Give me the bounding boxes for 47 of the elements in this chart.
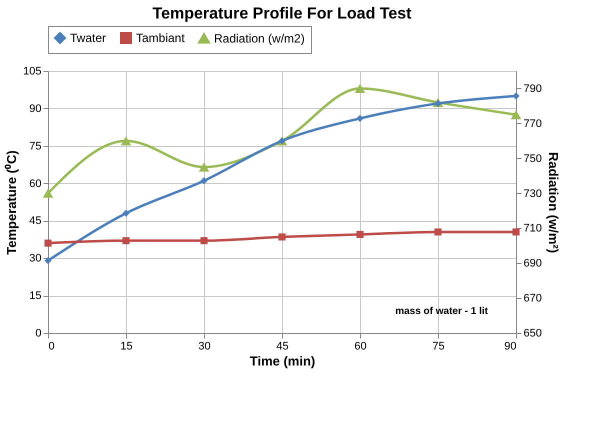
point [512, 228, 520, 236]
x-tick-label: 45 [276, 340, 289, 352]
y-tick-label: 0 [35, 328, 42, 340]
legend-label: Twater [70, 31, 106, 45]
chart-title: Temperature Profile For Load Test [152, 6, 412, 22]
point [120, 136, 132, 146]
x-tick-label: 0 [48, 340, 55, 352]
y2-tick-label: 730 [524, 188, 542, 200]
y2-tick-label: 710 [524, 222, 542, 235]
x-tick-label: 90 [504, 340, 516, 352]
x-axis-title: Time (min) [250, 354, 316, 368]
y2-tick-label: 770 [524, 118, 542, 130]
point [44, 240, 52, 247]
y-tick-label: 15 [29, 290, 42, 302]
point [356, 230, 364, 238]
y-tick-label: 45 [29, 215, 42, 228]
point [278, 233, 286, 240]
y2-tick-label: 690 [524, 258, 542, 270]
point [510, 110, 522, 120]
point [200, 237, 208, 244]
y-axis-title: Temperature (⁰C) [4, 150, 20, 255]
y-tick-label: 60 [29, 178, 42, 190]
point [122, 237, 130, 244]
y2-tick-label: 650 [524, 328, 542, 340]
x-tick-label: 30 [198, 340, 211, 352]
annotation: mass of water - 1 lit [395, 306, 489, 317]
y-tick-label: 105 [23, 66, 42, 78]
legend-label: Radiation (w/m2) [214, 31, 305, 46]
x-tick-label: 15 [120, 340, 133, 352]
y-tick-label: 75 [29, 140, 42, 152]
y-tick-label: 30 [29, 252, 42, 265]
point [42, 188, 54, 198]
point [356, 114, 364, 122]
point [122, 210, 130, 217]
y2-tick-label: 790 [524, 82, 542, 95]
x-tick-label: 60 [354, 340, 367, 352]
y2-axis-title: Radiation (w/m²) [546, 152, 561, 254]
y2-tick-label: 750 [524, 152, 542, 165]
legend-label: Tambiant [136, 31, 186, 45]
y-tick-label: 90 [29, 102, 42, 115]
point [198, 162, 210, 172]
point [434, 228, 442, 236]
point [44, 257, 52, 264]
point [200, 177, 208, 184]
x-tick-label: 75 [432, 340, 445, 352]
point [354, 84, 366, 94]
y2-tick-label: 670 [524, 292, 542, 305]
